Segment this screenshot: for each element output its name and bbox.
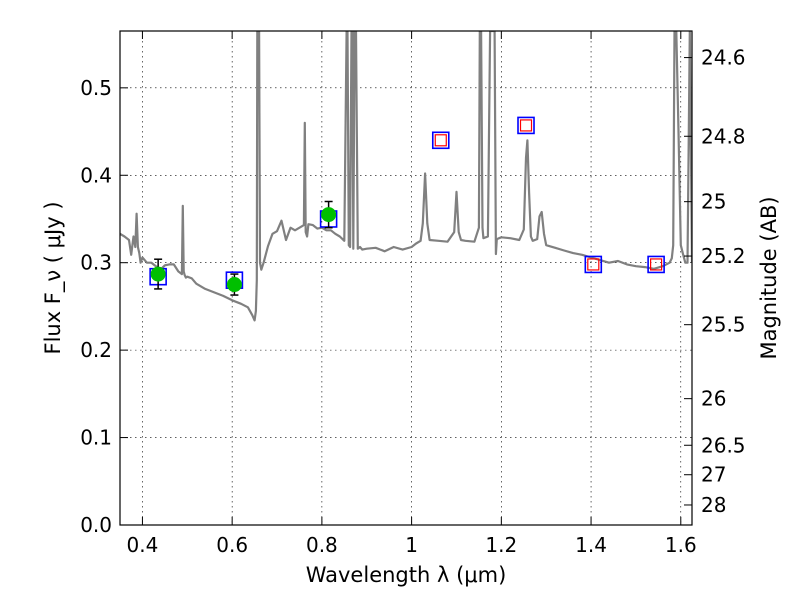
y-tick-label: 0.1 xyxy=(80,426,112,450)
right-tick-label: 24.8 xyxy=(701,124,746,148)
right-tick-label: 27 xyxy=(701,463,726,487)
y-tick-label: 0.3 xyxy=(80,251,112,275)
right-tick-label: 28 xyxy=(701,493,726,517)
x-tick-label: 0.8 xyxy=(306,533,338,557)
right-tick-label: 24.6 xyxy=(701,46,746,70)
x-tick-label: 1.4 xyxy=(575,533,607,557)
x-tick-label: 0.6 xyxy=(216,533,248,557)
plot-frame xyxy=(119,30,693,526)
right-tick-label: 26.5 xyxy=(701,433,746,457)
upper-limit-point xyxy=(519,119,533,132)
observed-point xyxy=(321,207,337,223)
ticks xyxy=(120,31,692,526)
tick-labels: 0.4 0.6 0.8 1 1.2 1.4 1.6 0.0 0.1 0.2 0.3 0.4 0.5 24.… xyxy=(80,46,745,557)
x-axis-label: Wavelength λ (μm) xyxy=(306,563,507,587)
right-tick-label: 26 xyxy=(701,387,726,411)
model-point xyxy=(584,255,603,274)
photometry-layer xyxy=(149,116,665,296)
right-tick-label: 25.2 xyxy=(701,244,746,268)
right-tick-label: 25.5 xyxy=(701,313,746,337)
upper-limit-point xyxy=(587,258,600,271)
upper-limit-point xyxy=(434,134,447,147)
x-tick-label: 1 xyxy=(405,533,418,557)
model-point xyxy=(431,131,450,150)
x-tick-label: 0.4 xyxy=(127,533,159,557)
x-tick-label: 1.6 xyxy=(665,533,697,557)
x-tick-label: 1.2 xyxy=(485,533,517,557)
y-axis-label-right: Magnitude (AB) xyxy=(757,196,781,359)
y-tick-label: 0.4 xyxy=(80,163,112,187)
y-tick-label: 0.0 xyxy=(80,513,112,537)
spectrum-layer xyxy=(120,31,692,322)
gridlines xyxy=(120,31,692,526)
model-point xyxy=(647,255,665,274)
y-tick-label: 0.2 xyxy=(80,338,112,362)
observed-point xyxy=(226,277,242,293)
y-axis-label-left: Flux F_ν ( μJy ) xyxy=(41,201,66,354)
observed-point xyxy=(150,266,166,282)
y-tick-label: 0.5 xyxy=(80,76,112,100)
spectrum-line xyxy=(120,31,692,322)
model-point xyxy=(517,116,535,135)
upper-limit-point xyxy=(650,258,663,271)
right-tick-label: 25 xyxy=(701,190,726,214)
